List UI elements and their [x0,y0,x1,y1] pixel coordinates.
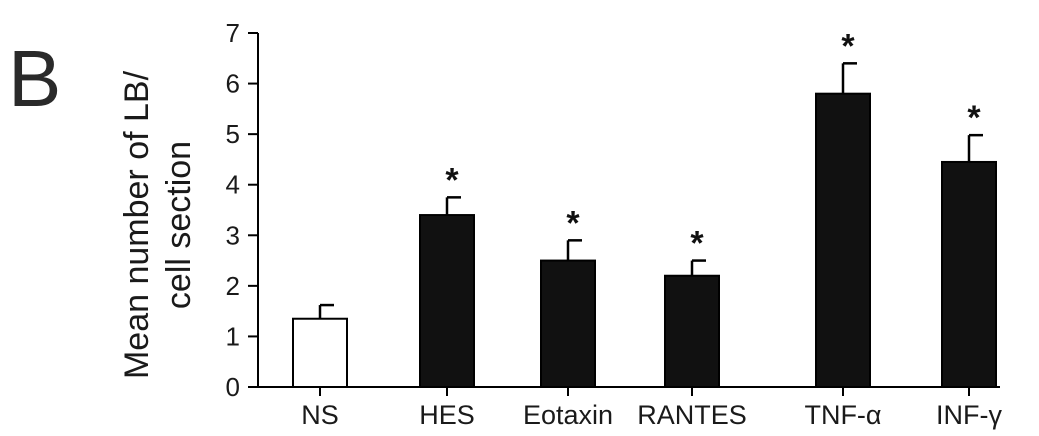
x-tick-label: HES [419,400,475,430]
significance-marker: * [841,27,855,65]
bar [540,259,596,389]
bar [941,160,997,388]
x-tick-labels: NS HES Eotaxin RANTES TNF-α INF-γ [301,387,1002,430]
bars: * * * * * [292,27,997,389]
x-tick-label: RANTES [637,400,747,430]
bar [419,214,475,388]
y-tick-label: 4 [226,170,240,200]
x-tick-label: TNF-α [804,400,881,430]
y-tick-label: 6 [226,69,240,99]
y-tick-label: 5 [226,119,240,149]
y-ticks: 0 1 2 3 4 5 6 7 [226,18,258,402]
y-axis-label-line-1: Mean number of LB/ [118,70,156,379]
significance-marker: * [690,225,704,263]
significance-marker: * [967,99,981,137]
x-tick-label: INF-γ [936,400,1002,430]
y-tick-label: 3 [226,220,240,250]
significance-marker: * [445,161,459,199]
bar [292,317,348,389]
y-tick-label: 1 [226,321,240,351]
bar [815,92,871,389]
panel-label: B [8,34,61,123]
y-tick-label: 2 [226,271,240,301]
bar [664,274,720,388]
y-tick-label: 7 [226,18,240,48]
y-tick-label: 0 [226,372,240,402]
x-tick-label: NS [301,400,339,430]
significance-marker: * [566,204,580,242]
x-tick-label: Eotaxin [523,400,613,430]
y-axis-label-line-2: cell section [160,141,198,309]
